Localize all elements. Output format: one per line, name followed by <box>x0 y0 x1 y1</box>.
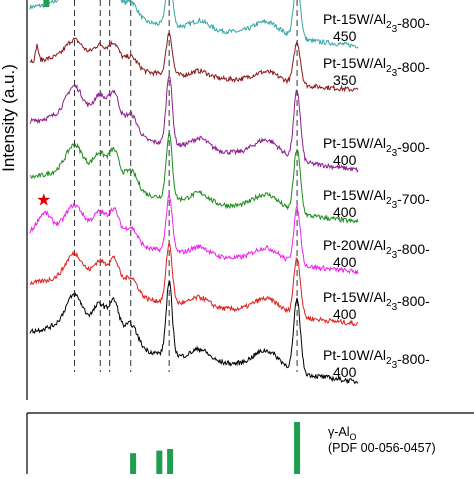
series-line-1 <box>29 0 359 49</box>
markers: ★ <box>36 0 51 209</box>
green-marker <box>43 0 50 7</box>
series-label-5: Pt-20W/Al23-800- <box>323 237 430 261</box>
series-label-temp-2: 350 <box>333 72 357 88</box>
series-label-temp-5: 400 <box>333 254 357 270</box>
plot-frame <box>26 0 474 474</box>
series-label-temp-3: 400 <box>333 152 357 168</box>
series-label-temp-6: 400 <box>333 306 357 322</box>
reference-bar-4 <box>294 422 301 474</box>
reference-bar-1 <box>130 453 137 474</box>
series-label-7: Pt-10W/Al23-800- <box>323 347 430 371</box>
series-label-temp-7: 400 <box>333 364 357 380</box>
series-label-2: Pt-15W/Al23-800- <box>323 55 430 79</box>
series-line-3 <box>29 75 359 174</box>
series-label-temp-4: 400 <box>333 204 357 220</box>
reference-panel: γ-AlOO (PDF 00-056-0457) <box>130 422 436 474</box>
y-axis-label: Intensity (a.u.) <box>0 64 18 172</box>
reference-pdf: (PDF 00-056-0457) <box>328 441 436 455</box>
series-curves <box>29 0 359 385</box>
series-line-4 <box>29 132 359 224</box>
series-label-4: Pt-15W/Al23-700- <box>323 187 430 211</box>
reference-bars <box>130 422 301 474</box>
series-line-2 <box>29 31 359 93</box>
series-label-1: Pt-15W/Al23-800- <box>323 11 430 35</box>
reference-name: γ-AlOO <box>328 425 357 442</box>
reference-bar-2 <box>156 450 163 474</box>
series-labels: Pt-15W/Al23-800-450Pt-15W/Al23-800-350Pt… <box>323 11 430 380</box>
series-line-6 <box>29 241 359 327</box>
series-label-6: Pt-15W/Al23-800- <box>323 289 430 313</box>
reference-bar-3 <box>167 449 174 474</box>
series-label-3: Pt-15W/Al23-900- <box>323 135 430 159</box>
series-line-5 <box>29 193 359 276</box>
dashed-guides <box>74 0 298 372</box>
star-marker: ★ <box>36 190 51 209</box>
series-line-7 <box>29 280 359 385</box>
series-label-temp-1: 450 <box>333 28 357 44</box>
